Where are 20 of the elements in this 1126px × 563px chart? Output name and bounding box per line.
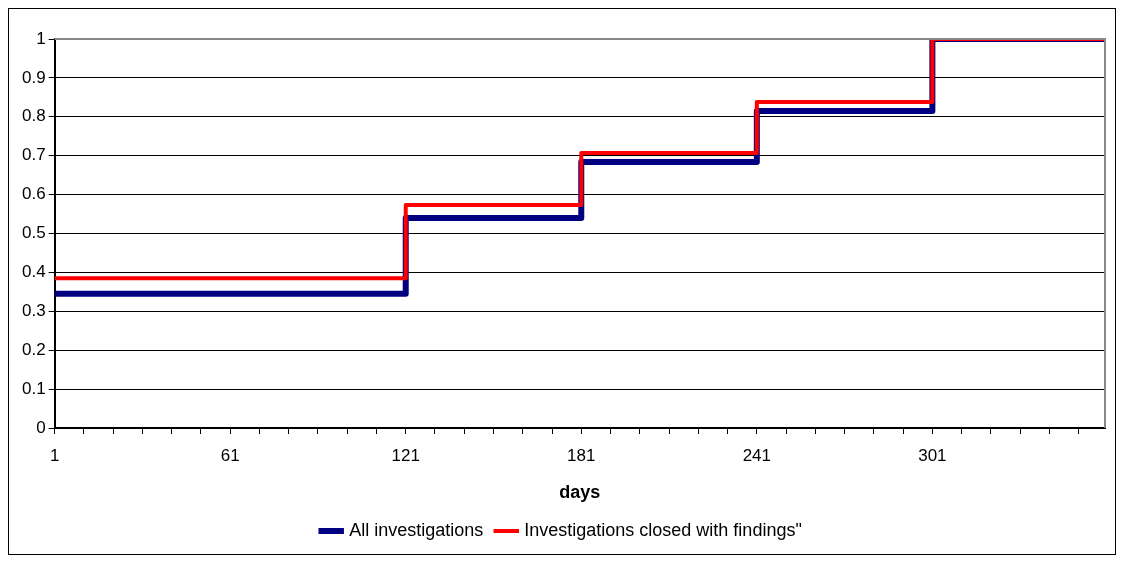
- y-tick-label: 0.2: [21, 339, 46, 359]
- legend-label: Investigations closed with findings": [524, 519, 802, 540]
- y-tick-label: 0.1: [21, 378, 46, 398]
- x-tick-label: 301: [918, 445, 947, 465]
- x-tick-label: 1: [49, 445, 60, 465]
- y-tick-label: 0.3: [21, 300, 46, 320]
- x-axis-title: days: [559, 482, 601, 503]
- y-tick-label: 0.5: [21, 223, 46, 243]
- y-tick-label: 0.8: [21, 106, 46, 126]
- y-tick-label: 0.9: [21, 67, 46, 87]
- x-tick-label: 181: [567, 445, 596, 465]
- y-tick-label: 0.4: [21, 262, 46, 282]
- y-tick-label: 0: [36, 417, 46, 437]
- x-tick-label: 241: [742, 445, 772, 465]
- y-tick-label: 0.6: [21, 184, 46, 204]
- y-tick-label: 1: [36, 28, 46, 48]
- legend-label: All investigations: [349, 519, 484, 540]
- x-tick-label: 121: [391, 445, 420, 465]
- y-tick-label: 0.7: [21, 145, 46, 165]
- x-tick-label: 61: [220, 445, 240, 465]
